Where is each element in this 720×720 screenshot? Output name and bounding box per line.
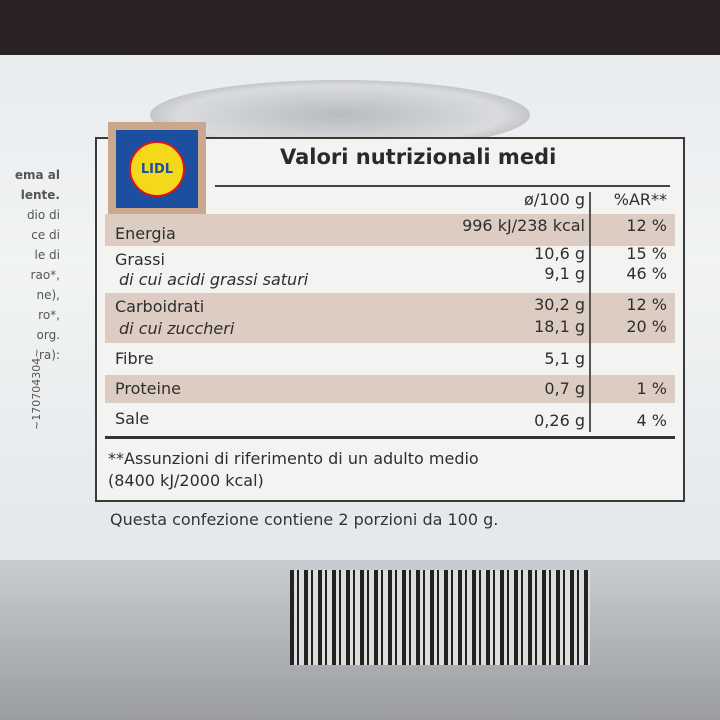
side-line: ro*, [38,308,60,322]
row-ar: 12 % [626,216,667,235]
table-row: Grassi 10,6 g 15 % di cui acidi grassi s… [105,244,675,292]
divider [215,185,670,187]
row-ar: 12 % [626,295,667,314]
footnote-line: (8400 kJ/2000 kcal) [108,471,264,490]
table-row: Proteine 0,7 g 1 % [105,375,675,403]
portion-note: Questa confezione contiene 2 porzioni da… [110,510,499,529]
header-row: ø/100 g %AR** [105,190,675,212]
row-label: Grassi [115,250,165,269]
row-label: Energia [115,224,176,243]
row-value: 18,1 g [534,317,585,336]
side-line: le di [34,248,60,262]
ingredients-fragment: ema al lente. dio di ce di le di rao*, n… [0,165,60,365]
side-line: ce di [31,228,60,242]
side-line: org. [36,328,61,342]
row-ar: 20 % [626,317,667,336]
barcode [290,570,590,665]
row-ar: 4 % [636,411,667,430]
footnote: **Assunzioni di riferimento di un adulto… [108,448,479,492]
side-line: ema al [14,168,60,182]
logo-text: LIDL [129,141,185,197]
row-label: Proteine [115,379,181,398]
table-row: Energia 996 kJ/238 kcal 12 % [105,214,675,246]
product-code: ~170704304~ [30,348,43,430]
side-line: ra): [38,348,60,362]
table-title: Valori nutrizionali medi [280,145,557,169]
side-line: ne), [36,288,60,302]
table-row: Carboidrati 30,2 g 12 % di cui zuccheri … [105,293,675,343]
table-row: Fibre 5,1 g [105,345,675,373]
divider [105,436,675,439]
row-value: 0,7 g [544,379,585,398]
row-value: 10,6 g [534,244,585,263]
header-per100: ø/100 g [524,190,585,209]
lidl-logo: LIDL [108,122,206,216]
side-line: dio di [26,208,60,222]
row-label: di cui acidi grassi saturi [119,270,309,289]
row-label: Carboidrati [115,297,205,316]
row-value: 0,26 g [534,411,585,430]
column-divider [589,192,591,432]
row-label: di cui zuccheri [119,319,235,338]
row-ar: 1 % [636,379,667,398]
header-ar: %AR** [613,190,667,209]
row-value: 996 kJ/238 kcal [462,216,585,235]
table-row: Sale 0,26 g 4 % [105,405,675,435]
row-label: Fibre [115,349,154,368]
side-line: lente. [20,188,60,202]
row-ar: 15 % [626,244,667,263]
row-value: 30,2 g [534,295,585,314]
side-line: rao*, [30,268,60,282]
row-value: 5,1 g [544,349,585,368]
row-ar: 46 % [626,264,667,283]
row-value: 9,1 g [544,264,585,283]
footnote-line: **Assunzioni di riferimento di un adulto… [108,449,479,468]
row-label: Sale [115,409,150,428]
